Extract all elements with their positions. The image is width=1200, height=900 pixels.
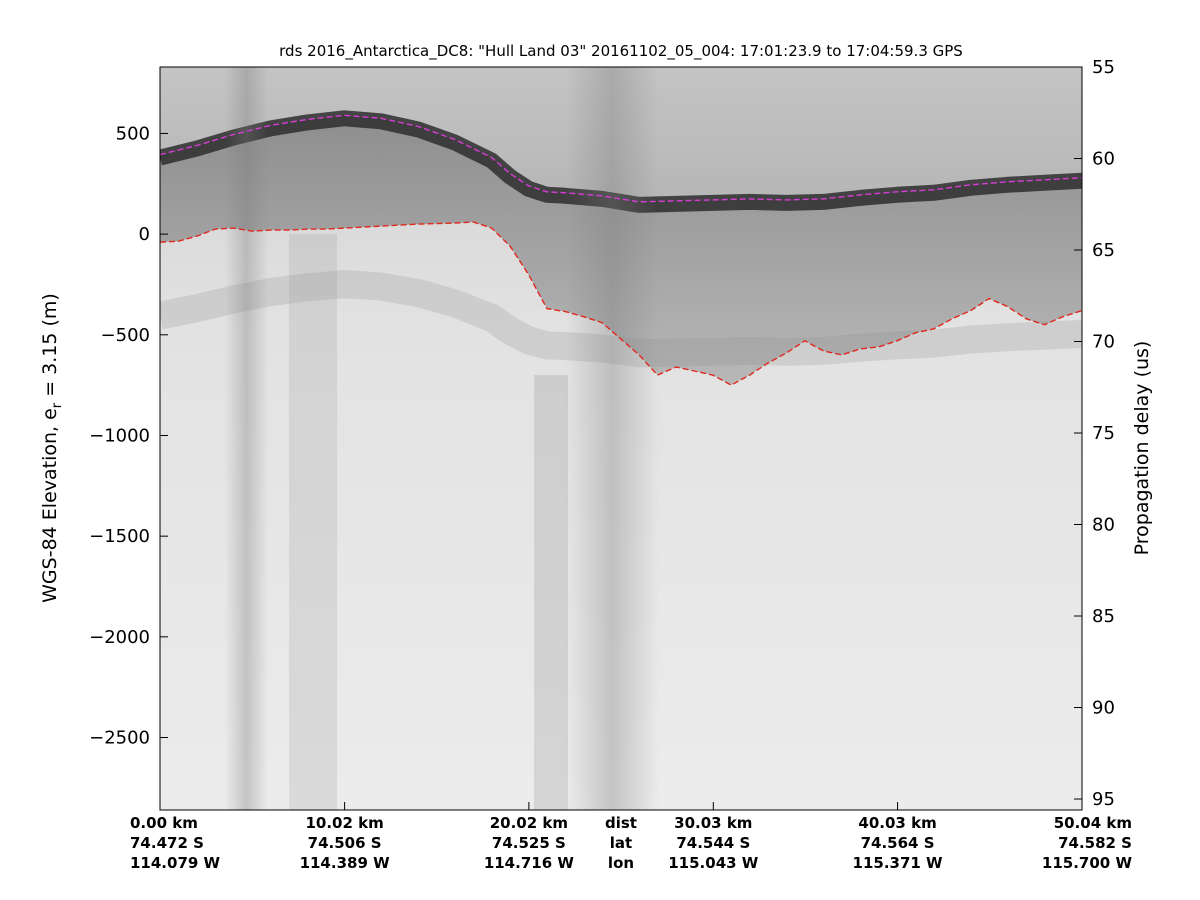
left-tick-label: −2500	[89, 728, 150, 749]
left-axis: 500 0 −500 −1000 −1500 −2000 −2500	[89, 123, 168, 749]
right-tick-label: 60	[1092, 149, 1115, 170]
plot-frame	[159, 66, 1083, 811]
layer-trace-0	[160, 114, 1082, 203]
right-axis-label: Propagation delay (us)	[1131, 340, 1153, 556]
x-row-header-dist: dist	[605, 814, 637, 832]
x-row-header-lat: lat	[610, 834, 632, 852]
right-tick-label: 75	[1092, 423, 1115, 444]
x-tick-label-lat: 74.544 S	[676, 834, 750, 852]
left-axis-label: WGS-84 Elevation, er = 3.15 (m)	[39, 293, 65, 603]
right-tick-label: 65	[1092, 240, 1115, 261]
x-tick-label-lon: 114.079 W	[130, 854, 221, 872]
x-tick-label-dist: 0.00 km	[130, 814, 198, 832]
left-tick-label: 0	[139, 224, 150, 245]
x-tick-label-lat: 74.525 S	[492, 834, 566, 852]
x-tick-label-lon: 114.389 W	[300, 854, 391, 872]
vertical-streak-1	[565, 67, 660, 810]
x-tick-label-lon: 114.716 W	[484, 854, 575, 872]
right-tick-label: 55	[1092, 57, 1115, 78]
x-tick-label-dist: 20.02 km	[490, 814, 568, 832]
chart-title: rds 2016_Antarctica_DC8: "Hull Land 03" …	[279, 42, 963, 60]
x-tick-label-lon: 115.043 W	[668, 854, 759, 872]
vertical-streak-0	[224, 67, 269, 810]
layer-trace-1	[160, 221, 1082, 386]
x-tick-label-lat: 74.506 S	[308, 834, 382, 852]
x-tick-label-dist: 40.03 km	[858, 814, 936, 832]
left-tick-label: 500	[116, 123, 150, 144]
echogram-image	[160, 67, 1082, 810]
vertical-streak-2	[288, 234, 337, 810]
layer-traces	[160, 114, 1082, 386]
x-tick-label-lat: 74.582 S	[1058, 834, 1132, 852]
right-tick-label: 85	[1092, 606, 1115, 627]
right-tick-label: 90	[1092, 698, 1115, 719]
x-row-header-lon: lon	[608, 854, 634, 872]
right-axis: 55 60 65 70 75 80 85 90 95	[1074, 57, 1115, 810]
x-tick-label-lon: 115.700 W	[1042, 854, 1133, 872]
x-tick-label-lat: 74.472 S	[130, 834, 204, 852]
right-tick-label: 95	[1092, 789, 1115, 810]
x-tick-label-lat: 74.564 S	[861, 834, 935, 852]
left-tick-label: −500	[101, 325, 150, 346]
left-tick-label: −1000	[89, 425, 150, 446]
vertical-streak-3	[534, 375, 569, 810]
x-tick-label-dist: 30.03 km	[674, 814, 752, 832]
x-tick-label-dist: 50.04 km	[1054, 814, 1132, 832]
x-tick-label-lon: 115.371 W	[853, 854, 944, 872]
right-tick-label: 80	[1092, 515, 1115, 536]
right-tick-label: 70	[1092, 332, 1115, 353]
left-tick-label: −2000	[89, 627, 150, 648]
x-tick-label-dist: 10.02 km	[305, 814, 383, 832]
left-tick-label: −1500	[89, 526, 150, 547]
x-axis: 0.00 km 74.472 S 114.079 W 10.02 km 74.506 S…	[130, 802, 1132, 872]
